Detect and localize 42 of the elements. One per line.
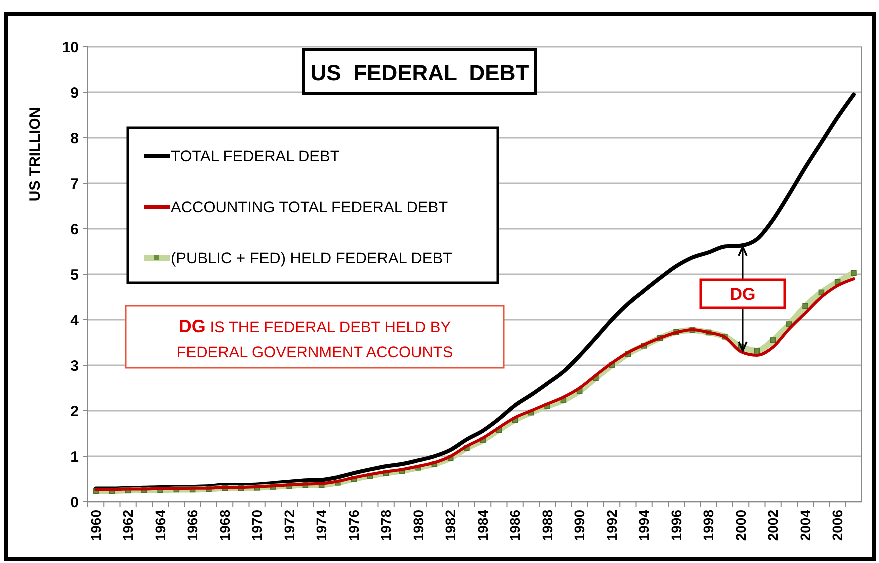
y-tick-label: 3 [70,358,79,375]
text: US FEDERAL DEBT [310,60,530,86]
y-tick-label: 4 [70,312,80,330]
annotation: DG [730,284,756,304]
y-tick-label: 5 [70,266,79,284]
y-tick-label: 6 [70,221,79,238]
x-tick-label: 1960 [88,510,104,542]
x-tick-label: 1996 [668,510,684,542]
legend-label: (PUBLIC + FED) HELD FEDERAL DEBT [171,250,454,268]
x-tick-label: 1964 [152,510,168,542]
x-tick-label: 1980 [410,510,426,542]
x-tick-label: 2000 [732,510,749,542]
legend-label: ACCOUNTING TOTAL FEDERAL DEBT [171,199,449,216]
x-tick-label: 1994 [636,510,652,542]
y-tick-label: 10 [62,39,79,56]
x-tick-label: 1966 [184,510,201,542]
x-tick-label: 1976 [346,510,362,542]
x-tick-label: 1998 [700,510,717,542]
x-tick-label: 1992 [604,510,620,542]
x-tick-label: 2004 [797,510,814,542]
y-axis-title: US TRILLION [27,107,44,202]
x-tick-label: 1968 [216,510,233,542]
x-tick-label: 1988 [539,510,556,542]
x-tick-label: 1962 [120,510,136,542]
y-tick-label: 1 [70,448,79,466]
y-tick-label: 2 [70,403,79,420]
y-tick-label: 0 [70,494,79,512]
x-tick-label: 1972 [281,510,298,542]
y-tick-label: 8 [70,130,79,148]
legend-label: TOTAL FEDERAL DEBT [171,148,340,166]
x-tick-label: 2002 [765,510,782,542]
x-tick-label: 1986 [507,510,524,542]
x-tick-label: 1974 [314,510,330,542]
x-tick-label: 1970 [249,510,266,542]
y-tick-label: 7 [70,176,79,193]
y-tick-label: 9 [70,84,79,102]
x-tick-label: 1984 [474,510,491,542]
x-tick-label: 2006 [830,510,846,542]
annotation: DG IS THE FEDERAL DEBT HELD BY FEDERAL GOVERNMENT ACCOUNTS [176,316,454,362]
x-tick-label: 1978 [378,510,394,542]
x-tick-label: 1982 [442,510,459,542]
x-tick-label: 1990 [572,510,588,542]
